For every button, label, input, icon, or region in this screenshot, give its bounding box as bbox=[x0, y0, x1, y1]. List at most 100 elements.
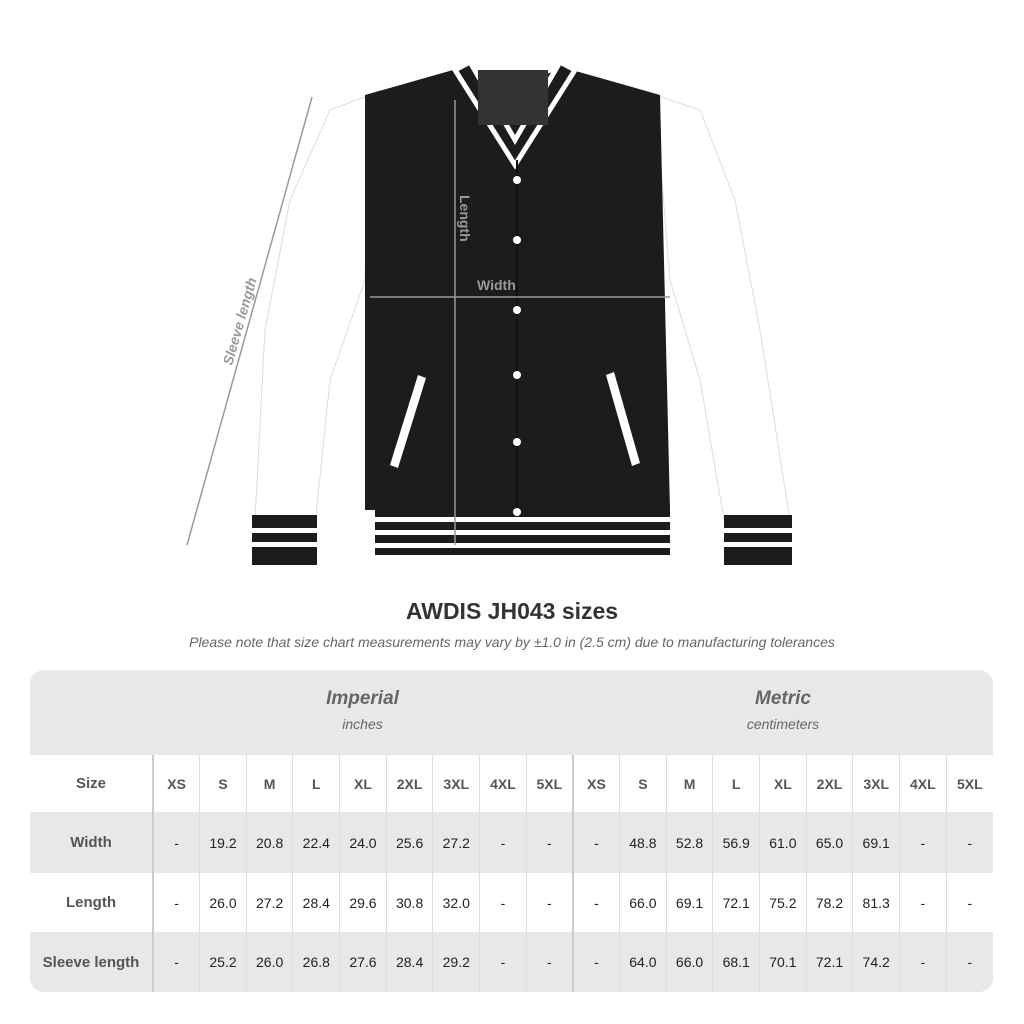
length-label: Length bbox=[457, 195, 473, 242]
imperial-value-cell: - bbox=[152, 812, 200, 873]
imperial-value-cell: 25.6 bbox=[385, 812, 433, 873]
imperial-value-cell: 28.4 bbox=[292, 873, 340, 932]
metric-value-cell: 69.1 bbox=[665, 873, 713, 932]
imperial-value-cell: 29.6 bbox=[339, 873, 387, 932]
imperial-value-cell: 26.8 bbox=[292, 932, 340, 992]
metric-value-cell: 75.2 bbox=[759, 873, 807, 932]
row-label: Sleeve length bbox=[30, 932, 154, 992]
size-column-header: XS bbox=[571, 755, 620, 812]
metric-label: Metric bbox=[755, 688, 811, 709]
metric-value-cell: - bbox=[899, 932, 947, 992]
imperial-value-cell: - bbox=[525, 812, 573, 873]
metric-value-cell: 56.9 bbox=[712, 812, 760, 873]
imperial-label: Imperial bbox=[326, 688, 399, 709]
width-label: Width bbox=[477, 277, 516, 293]
imperial-value-cell: 26.0 bbox=[199, 873, 247, 932]
imperial-value-cell: - bbox=[525, 873, 573, 932]
imperial-value-cell: 22.4 bbox=[292, 812, 340, 873]
left-pocket bbox=[390, 375, 426, 468]
metric-value-cell: 81.3 bbox=[852, 873, 900, 932]
metric-value-cell: - bbox=[945, 873, 993, 932]
imperial-value-cell: - bbox=[152, 932, 200, 992]
size-column-header: 4XL bbox=[899, 755, 947, 812]
imperial-value-cell: 27.2 bbox=[432, 812, 480, 873]
metric-value-cell: 61.0 bbox=[759, 812, 807, 873]
imperial-unit: inches bbox=[342, 716, 383, 732]
metric-value-cell: - bbox=[945, 932, 993, 992]
size-column-header: 4XL bbox=[479, 755, 527, 812]
imperial-value-cell: 20.8 bbox=[245, 812, 293, 873]
imperial-header: Imperial inches bbox=[152, 670, 573, 755]
size-column-header: 3XL bbox=[432, 755, 480, 812]
size-header-row: Size XS S M L XL 2XL 3XL 4XL 5XL XS S M L XL 2XL 3XL 4XL 5… bbox=[30, 755, 993, 812]
size-column-header: 5XL bbox=[525, 755, 573, 812]
size-column-header: L bbox=[292, 755, 340, 812]
page-title: AWDIS JH043 sizes bbox=[405, 598, 619, 624]
metric-value-cell: - bbox=[571, 873, 620, 932]
imperial-value-cell: 19.2 bbox=[199, 812, 247, 873]
imperial-value-cell: - bbox=[525, 932, 573, 992]
metric-value-cell: - bbox=[899, 812, 947, 873]
metric-value-cell: 64.0 bbox=[619, 932, 667, 992]
size-column-header: S bbox=[199, 755, 247, 812]
table-row: Length -26.0 27.2 28.4 29.6 30.8 32.0- - -66.0 69… bbox=[30, 873, 993, 932]
size-column-header: 3XL bbox=[852, 755, 900, 812]
imperial-value-cell: - bbox=[479, 932, 527, 992]
imperial-value-cell: 32.0 bbox=[432, 873, 480, 932]
right-pocket bbox=[606, 372, 640, 466]
imperial-value-cell: - bbox=[479, 873, 527, 932]
left-cuff bbox=[252, 515, 317, 565]
metric-header: Metric centimeters bbox=[573, 670, 993, 755]
metric-value-cell: 66.0 bbox=[619, 873, 667, 932]
size-grid: Size XS S M L XL 2XL 3XL 4XL 5XL XS S M L XL 2XL 3XL 4XL 5… bbox=[30, 755, 993, 992]
imperial-value-cell: 30.8 bbox=[385, 873, 433, 932]
metric-value-cell: - bbox=[571, 812, 620, 873]
metric-value-cell: 52.8 bbox=[665, 812, 713, 873]
metric-value-cell: - bbox=[945, 812, 993, 873]
metric-value-cell: - bbox=[571, 932, 620, 992]
metric-value-cell: 68.1 bbox=[712, 932, 760, 992]
metric-value-cell: 48.8 bbox=[619, 812, 667, 873]
buttons bbox=[513, 176, 521, 516]
imperial-value-cell: - bbox=[152, 873, 200, 932]
imperial-value-cell: 26.0 bbox=[245, 932, 293, 992]
row-label: Length bbox=[30, 873, 154, 932]
metric-value-cell: 78.2 bbox=[805, 873, 853, 932]
imperial-value-cell: 27.6 bbox=[339, 932, 387, 992]
metric-value-cell: 72.1 bbox=[805, 932, 853, 992]
metric-value-cell: 70.1 bbox=[759, 932, 807, 992]
metric-unit: centimeters bbox=[746, 716, 820, 732]
size-column-header: M bbox=[245, 755, 293, 812]
size-column-header: M bbox=[665, 755, 713, 812]
row-label: Width bbox=[30, 812, 154, 873]
jacket-diagram: Length Width Sleeve length bbox=[186, 58, 792, 565]
metric-value-cell: 69.1 bbox=[852, 812, 900, 873]
imperial-value-cell: 25.2 bbox=[199, 932, 247, 992]
imperial-value-cell: - bbox=[479, 812, 527, 873]
size-column-header: XL bbox=[339, 755, 387, 812]
table-row: Width -19.2 20.8 22.4 24.0 25.6 27.2- - -48.8 52.… bbox=[30, 812, 993, 873]
imperial-value-cell: 24.0 bbox=[339, 812, 387, 873]
size-column-header: 2XL bbox=[385, 755, 433, 812]
metric-value-cell: 66.0 bbox=[665, 932, 713, 992]
right-cuff bbox=[724, 515, 792, 565]
size-column-header: XL bbox=[759, 755, 807, 812]
tolerance-note: Please note that size chart measurements… bbox=[189, 634, 835, 650]
size-column-header: XS bbox=[152, 755, 200, 812]
size-column-header: S bbox=[619, 755, 667, 812]
size-column-header: L bbox=[712, 755, 760, 812]
imperial-value-cell: 28.4 bbox=[385, 932, 433, 992]
right-sleeve bbox=[654, 94, 791, 526]
imperial-value-cell: 27.2 bbox=[245, 873, 293, 932]
left-sleeve bbox=[254, 94, 371, 526]
size-column-header: 5XL bbox=[945, 755, 993, 812]
sleeve-length-label: Sleeve length bbox=[220, 276, 260, 367]
size-table: Imperial inches Metric centimeters Size X… bbox=[30, 670, 993, 992]
size-header-cell: Size bbox=[30, 755, 154, 812]
metric-value-cell: 74.2 bbox=[852, 932, 900, 992]
metric-value-cell: 72.1 bbox=[712, 873, 760, 932]
collar bbox=[451, 58, 579, 170]
metric-value-cell: 65.0 bbox=[805, 812, 853, 873]
table-row: Sleeve length -25.2 26.0 26.8 27.6 28.4 29.2- -… bbox=[30, 932, 993, 992]
metric-value-cell: - bbox=[899, 873, 947, 932]
